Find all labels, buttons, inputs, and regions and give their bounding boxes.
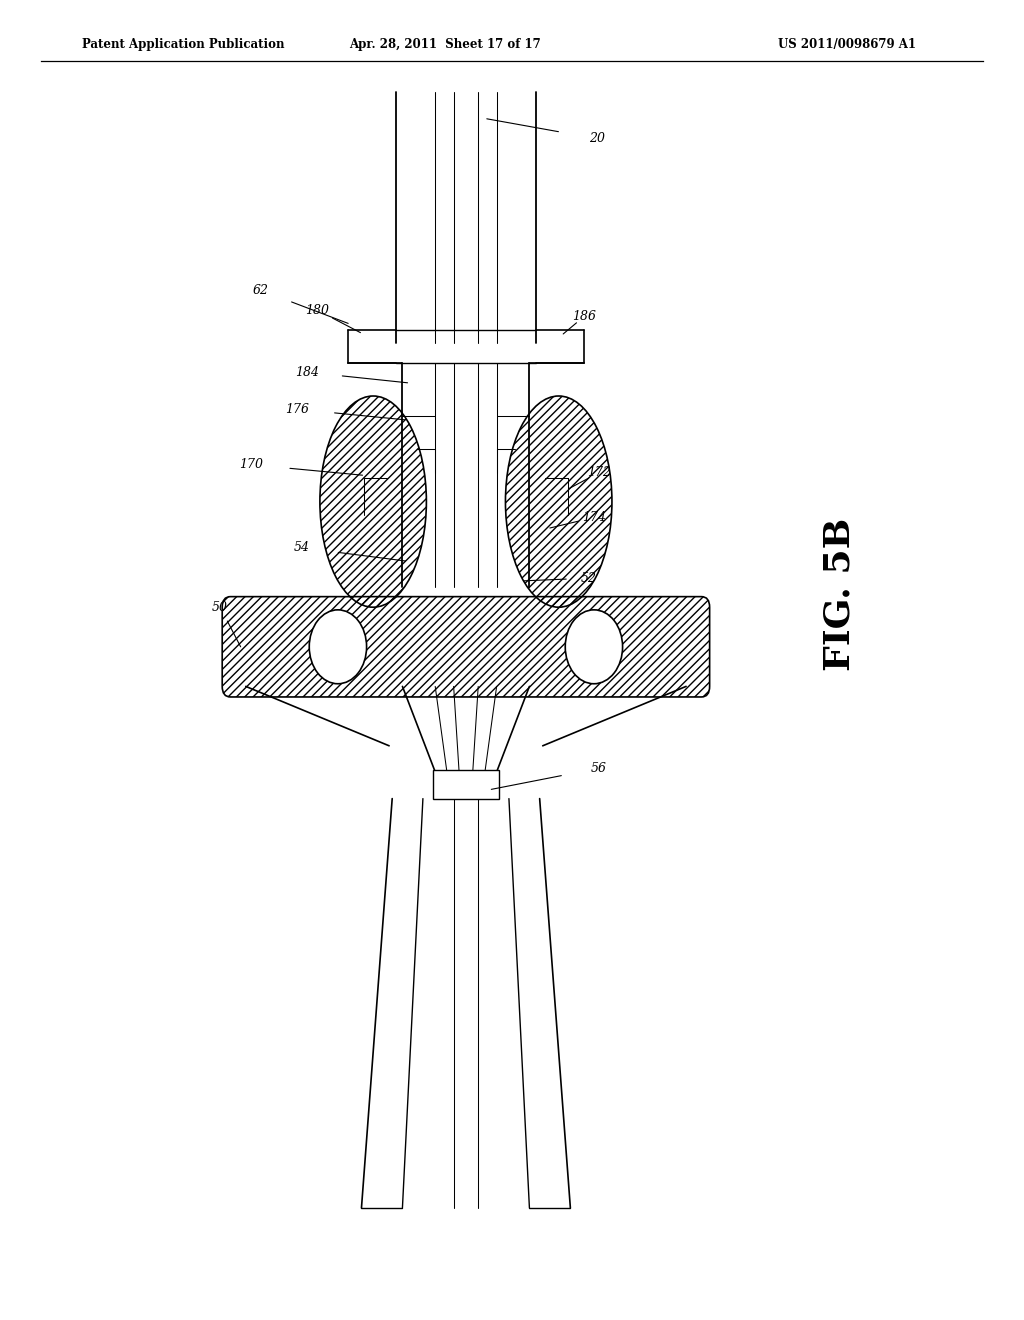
Text: 180: 180	[305, 304, 330, 317]
Text: 170: 170	[239, 458, 263, 471]
Bar	[348, 330, 396, 363]
Bar	[433, 770, 499, 799]
Bar	[497, 92, 536, 343]
Ellipse shape	[506, 396, 612, 607]
Text: 62: 62	[253, 284, 269, 297]
Bar	[454, 363, 478, 587]
Bar	[433, 770, 499, 799]
Text: 174: 174	[582, 511, 606, 524]
Circle shape	[565, 610, 623, 684]
Text: Patent Application Publication: Patent Application Publication	[82, 38, 285, 51]
Text: 52: 52	[581, 572, 597, 585]
Text: 186: 186	[571, 310, 596, 323]
Text: 54: 54	[294, 541, 310, 554]
Text: 172: 172	[587, 466, 611, 479]
Text: 56: 56	[591, 762, 607, 775]
Bar	[402, 363, 435, 587]
Text: 184: 184	[295, 366, 319, 379]
Text: 20: 20	[589, 132, 605, 145]
Circle shape	[309, 610, 367, 684]
Bar	[348, 330, 396, 363]
Bar	[536, 330, 584, 363]
Bar	[396, 92, 435, 343]
Bar	[497, 363, 529, 587]
Ellipse shape	[319, 396, 426, 607]
Text: US 2011/0098679 A1: US 2011/0098679 A1	[778, 38, 916, 51]
Text: 50: 50	[212, 601, 228, 614]
Bar	[396, 92, 536, 343]
Text: Apr. 28, 2011  Sheet 17 of 17: Apr. 28, 2011 Sheet 17 of 17	[349, 38, 542, 51]
Text: FIG. 5B: FIG. 5B	[822, 517, 857, 671]
Text: 176: 176	[285, 403, 309, 416]
Bar	[536, 330, 584, 363]
FancyBboxPatch shape	[222, 597, 710, 697]
